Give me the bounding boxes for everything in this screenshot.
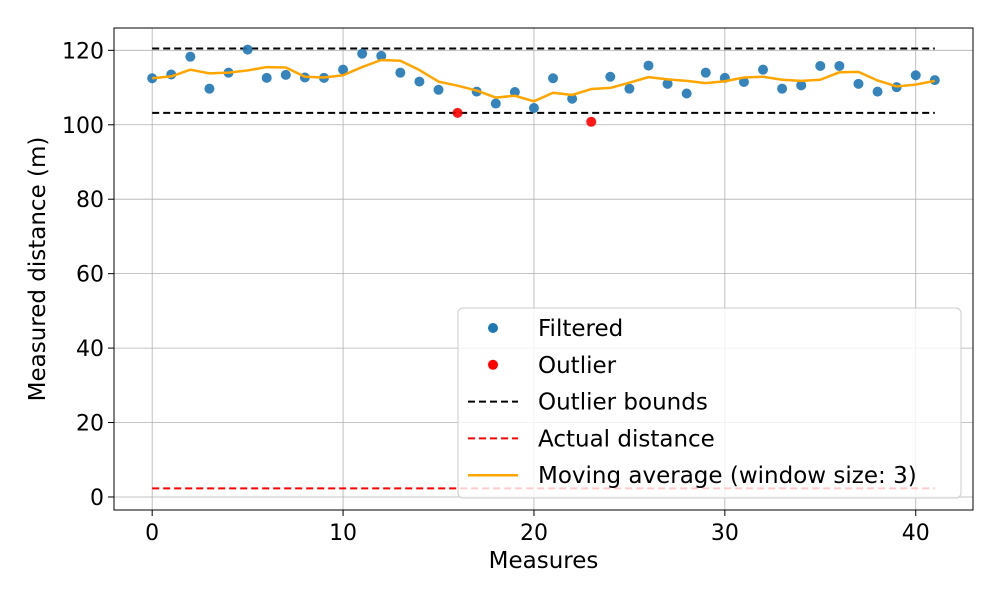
filtered-point bbox=[261, 72, 272, 83]
y-tick-label: 120 bbox=[62, 39, 104, 64]
legend-label: Outlier bounds bbox=[538, 390, 708, 416]
y-axis-label: Measured distance (m) bbox=[25, 137, 51, 402]
legend-label: Filtered bbox=[538, 316, 623, 342]
y-tick-label: 40 bbox=[76, 337, 104, 362]
x-axis-label: Measures bbox=[489, 548, 599, 574]
filtered-point bbox=[834, 60, 845, 71]
filtered-point bbox=[414, 76, 425, 87]
filtered-point bbox=[815, 60, 826, 71]
legend-label: Actual distance bbox=[538, 426, 715, 452]
filtered-point bbox=[738, 76, 749, 87]
filtered-point bbox=[758, 64, 769, 75]
filtered-point bbox=[280, 69, 291, 80]
filtered-point bbox=[624, 83, 635, 94]
axes-frame bbox=[113, 27, 974, 511]
filtered-point bbox=[433, 84, 444, 95]
outlier-point bbox=[452, 107, 463, 118]
filtered-point bbox=[395, 67, 406, 78]
x-tick-label: 30 bbox=[711, 521, 739, 546]
filtered-point bbox=[509, 87, 520, 98]
filtered-point bbox=[929, 75, 940, 86]
legend-label: Moving average (window size: 3) bbox=[538, 463, 917, 489]
filtered-point bbox=[853, 78, 864, 89]
filtered-point bbox=[376, 50, 387, 61]
legend-marker bbox=[488, 323, 498, 333]
filtered-point bbox=[548, 73, 559, 84]
y-tick-label: 20 bbox=[76, 412, 104, 437]
filtered-point bbox=[681, 88, 692, 99]
x-tick-label: 40 bbox=[902, 521, 930, 546]
moving-average-line bbox=[152, 58, 936, 103]
filtered-point bbox=[662, 78, 673, 89]
axis-ticks: 0 10 20 30 40 0 20 40 60 80 100 120 bbox=[62, 39, 930, 546]
legend-box bbox=[457, 307, 962, 499]
y-tick-label: 0 bbox=[90, 486, 104, 511]
filtered-point bbox=[204, 83, 215, 94]
x-tick-label: 0 bbox=[145, 521, 159, 546]
y-tick-label: 80 bbox=[76, 188, 104, 213]
legend-label: Outlier bbox=[538, 353, 617, 379]
filtered-point bbox=[777, 83, 788, 94]
filtered-point bbox=[700, 67, 711, 78]
filtered-point bbox=[185, 51, 196, 62]
filtered-point bbox=[528, 103, 539, 114]
filtered-point bbox=[605, 71, 616, 82]
outlier-point bbox=[586, 116, 597, 127]
filtered-point bbox=[242, 44, 253, 55]
filtered-point bbox=[796, 80, 807, 91]
filtered-point bbox=[872, 86, 883, 97]
x-tick-label: 20 bbox=[520, 521, 548, 546]
legend-marker bbox=[488, 359, 498, 370]
x-tick-label: 10 bbox=[329, 521, 357, 546]
y-tick-label: 100 bbox=[62, 114, 104, 139]
filtered-point bbox=[567, 93, 578, 104]
legend: Filtered Outlier Outlier bounds Actual dist… bbox=[457, 307, 962, 499]
filtered-point bbox=[490, 98, 501, 109]
y-tick-label: 60 bbox=[76, 263, 104, 288]
filtered-point bbox=[357, 48, 368, 59]
filtered-point bbox=[910, 70, 921, 81]
filtered-point bbox=[643, 60, 654, 71]
filtered-point bbox=[338, 64, 349, 75]
